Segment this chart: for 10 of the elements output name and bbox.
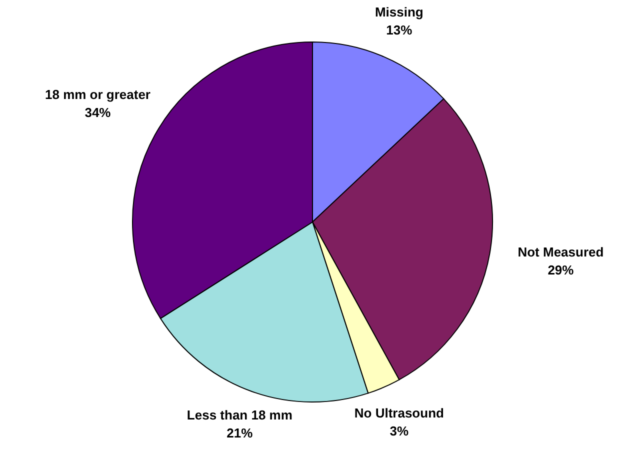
data-label: 21% <box>226 425 254 440</box>
slice-label: Less than 18 mm <box>186 407 292 422</box>
data-label: 29% <box>548 262 574 278</box>
slice-label: Missing <box>374 4 424 20</box>
slice-label: No Ultrasound <box>354 405 444 420</box>
data-label: 13% <box>386 22 413 38</box>
slice-label: Not Measured <box>518 244 604 260</box>
data-label: 34% <box>84 104 112 120</box>
data-label: 3% <box>390 423 410 438</box>
slice-label: 18 mm or greater <box>44 86 150 102</box>
